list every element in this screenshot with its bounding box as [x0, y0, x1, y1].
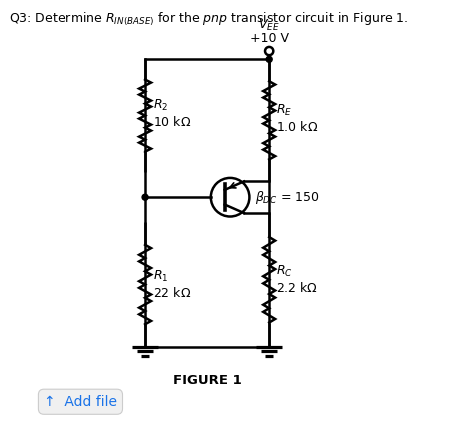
Circle shape	[142, 194, 148, 200]
Text: $R_1$
22 k$\Omega$: $R_1$ 22 k$\Omega$	[154, 269, 191, 300]
Text: $R_E$
1.0 k$\Omega$: $R_E$ 1.0 k$\Omega$	[276, 103, 318, 134]
Circle shape	[265, 47, 273, 55]
Text: $V_{EE}$: $V_{EE}$	[258, 18, 280, 32]
Text: $\beta_{DC}$ = 150: $\beta_{DC}$ = 150	[255, 189, 319, 206]
Text: Q3: Determine $R_{IN(BASE)}$ for the $pnp$ transistor circuit in Figure 1.: Q3: Determine $R_{IN(BASE)}$ for the $pn…	[9, 11, 409, 28]
Circle shape	[266, 56, 272, 62]
Text: FIGURE 1: FIGURE 1	[173, 374, 241, 387]
Text: $R_2$
10 k$\Omega$: $R_2$ 10 k$\Omega$	[154, 97, 191, 129]
Text: ↑  Add file: ↑ Add file	[44, 395, 117, 409]
Text: $R_C$
2.2 k$\Omega$: $R_C$ 2.2 k$\Omega$	[276, 264, 318, 295]
Text: +10 V: +10 V	[250, 32, 289, 45]
